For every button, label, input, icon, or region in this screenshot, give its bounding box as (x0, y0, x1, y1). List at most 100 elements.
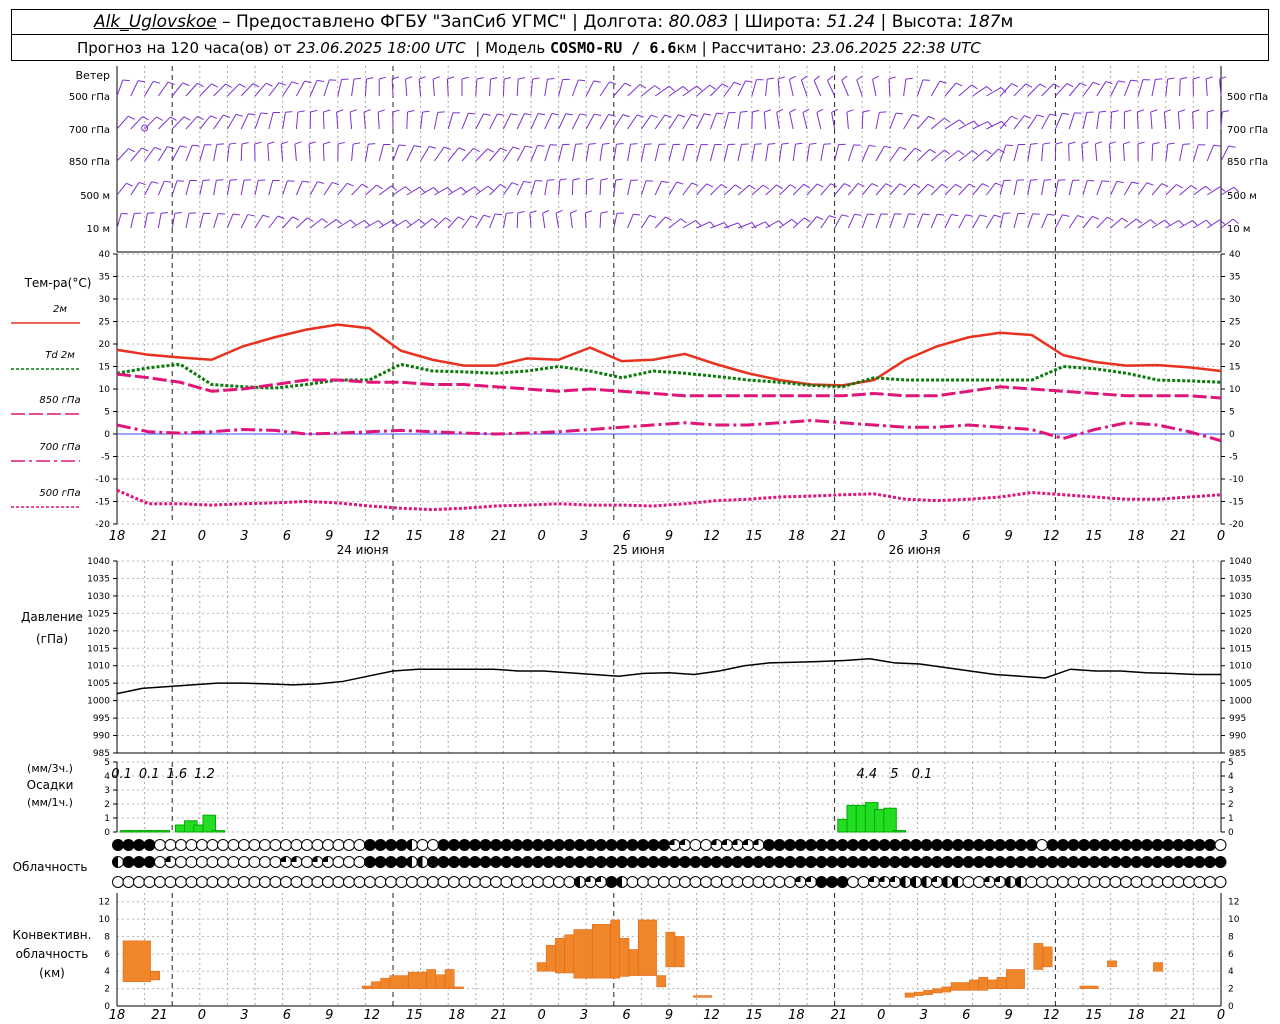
wind-barb (1165, 79, 1169, 97)
wind-barb-flag (585, 210, 593, 214)
cloud-symbol-overcast (899, 839, 912, 851)
wind-barb-flag (982, 183, 989, 188)
temp-tick-label-right: -15 (1229, 498, 1244, 508)
wind-barb-flag (1180, 76, 1188, 80)
wind-barb (861, 145, 870, 162)
wind-barb-flag (636, 114, 644, 118)
cloud-symbol-overcast (889, 839, 901, 851)
pres-tick-label-left: 1020 (87, 627, 110, 637)
cloud-symbol-clear (1109, 876, 1122, 888)
wind-barb (613, 82, 626, 97)
wind-barb (1179, 220, 1193, 229)
wind-barb (254, 180, 259, 196)
lon-value: 80.083 (668, 12, 729, 32)
wind-barb (558, 144, 564, 162)
wind-barb (1054, 113, 1063, 130)
wind-barb (641, 85, 656, 97)
wind-barb-flag (433, 187, 439, 193)
wind-barb (337, 79, 343, 97)
wind-barb (309, 181, 318, 196)
cloud-symbol-overcast (458, 839, 471, 851)
wind-barb-flag (639, 83, 647, 89)
cloud-symbol-clear (784, 876, 796, 888)
wind-barb (668, 144, 674, 162)
wind-barb (240, 214, 249, 229)
cloud-symbol-overcast (826, 839, 838, 851)
wind-barb (1177, 112, 1181, 130)
precip-sum-label: 0.1 (912, 767, 933, 782)
wind-barb-flag (122, 79, 130, 82)
conv-cloud-bar (978, 977, 989, 991)
wind-barb-flag (1124, 109, 1132, 113)
conv-cloud-bar (628, 949, 639, 976)
model-label: Модель (485, 39, 546, 57)
wind-barb-flag (914, 147, 922, 152)
wind-barb-flag (749, 184, 756, 190)
cloud-symbol-overcast (1004, 856, 1017, 868)
wind-barb-flag (418, 76, 426, 80)
wind-barb (1096, 180, 1103, 196)
wind-barb (1163, 112, 1167, 130)
wind-barb-flag (1053, 83, 1060, 88)
wind-barb-flag (1049, 113, 1057, 117)
temp-hour-label: 9 (1005, 529, 1013, 544)
wind-barb-flag (968, 183, 976, 188)
wind-barb-flag (154, 146, 162, 151)
cloud-symbol-fill (280, 856, 286, 862)
wind-barb-flag (709, 84, 716, 90)
conv-tick-label-left: 4 (104, 967, 110, 977)
wind-barb-flag (1164, 219, 1171, 226)
wind-barb-flag (888, 76, 896, 80)
wind-barb (226, 144, 230, 162)
wind-barb-flag (995, 182, 1003, 187)
wind-barb-flag (537, 113, 546, 116)
cloud-symbol-clear (164, 839, 177, 851)
wind-barb (308, 144, 311, 162)
wind-barb (1206, 145, 1215, 162)
wind-barb (144, 116, 157, 130)
wind-barb-flag (335, 219, 342, 225)
conv-cloud-bar (435, 974, 446, 989)
wind-barb (765, 144, 769, 162)
temp-series-2 (116, 372, 1222, 400)
wind-barb-flag (928, 115, 936, 120)
pres-tick-label-right: 985 (1229, 749, 1246, 759)
pres-tick-label-right: 1020 (1229, 627, 1252, 637)
cloud-symbol-overcast (805, 856, 817, 868)
cloud-symbol-clear (227, 856, 240, 868)
cloud-symbol-fill (931, 876, 937, 882)
wind-barb-flag (137, 80, 146, 83)
wind-barb-flag (197, 82, 204, 87)
wind-barb-flag (308, 141, 316, 145)
wind-barb (475, 148, 488, 162)
wind-barb (1082, 180, 1088, 196)
wind-barb-flag (555, 209, 563, 214)
pres-tick-label-left: 985 (93, 749, 110, 759)
wind-barb (571, 144, 577, 162)
cloud-symbol-overcast (437, 856, 450, 868)
wind-barb-flag (588, 143, 596, 145)
cloud-symbol-clear (290, 839, 303, 851)
cloud-symbol-overcast (563, 839, 576, 851)
wind-barb (378, 185, 392, 196)
wind-barb-flag (1095, 141, 1103, 145)
cloud-symbol-overcast (1172, 856, 1185, 868)
wind-barb-flag (391, 220, 398, 226)
wind-barb (985, 214, 995, 229)
cloud-symbol-clear (700, 876, 712, 888)
wind-barb-flag (720, 184, 728, 189)
wind-barb (1055, 83, 1068, 97)
wind-barb (751, 144, 756, 162)
conv-tick-label-right: 12 (1228, 898, 1239, 908)
wind-barb (696, 84, 710, 97)
cloud-symbol-overcast (479, 839, 492, 851)
wind-barb (1082, 215, 1093, 229)
cloud-symbol-overcast (868, 856, 880, 868)
forecast-label: Прогноз на 120 часа(ов) от (77, 39, 292, 57)
temp-hour-label: 0 (877, 529, 885, 544)
cloud-symbol-clear (1141, 876, 1153, 888)
wind-barb-flag (153, 80, 161, 84)
wind-barb (213, 213, 219, 229)
wind-barb-flag (499, 183, 507, 189)
wind-barb-flag (1192, 220, 1198, 226)
